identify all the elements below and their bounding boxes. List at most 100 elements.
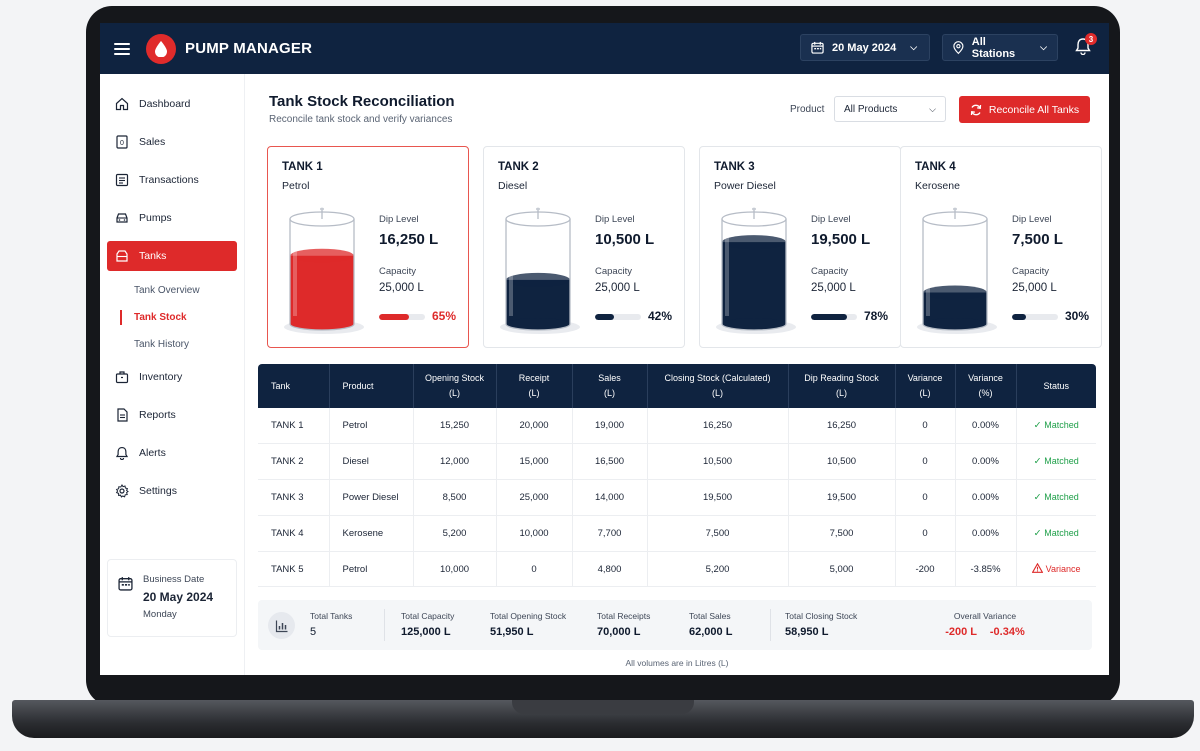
chevron-down-icon: ⌵ — [929, 103, 936, 114]
reconciliation-table: Tank Product Opening Stock (L) Receipt (L) Sal… — [258, 364, 1096, 588]
sidebar-item-settings[interactable]: Settings — [107, 476, 237, 506]
header-line-1: Opening Stock — [424, 373, 485, 383]
menu-icon[interactable] — [114, 42, 130, 55]
table-cell-product: Petrol — [329, 408, 414, 445]
table-cell-var-p: 0.00% — [955, 479, 1017, 516]
station-selector[interactable]: All Stations ⌵ — [942, 34, 1058, 61]
status-badge: Matched — [1044, 491, 1079, 502]
header-line-1: Variance — [968, 373, 1003, 383]
summary-value: 125,000 L — [401, 626, 451, 638]
top-bar: PUMP MANAGER 20 May 2024 ⌵ All Stations … — [100, 23, 1109, 74]
table-cell-var-l: 0 — [895, 408, 956, 445]
sidebar-item-tanks[interactable]: Tanks — [107, 241, 237, 271]
receipt-icon: 0 — [116, 135, 128, 149]
sidebar-item-reports[interactable]: Reports — [107, 400, 237, 430]
sidebar-subitem-tank-stock[interactable]: Tank Stock — [100, 304, 244, 331]
summary-value: 5 — [310, 626, 317, 638]
fill-progress-bar-fill — [595, 314, 615, 320]
sidebar-item-dashboard[interactable]: Dashboard — [107, 89, 237, 119]
check-icon: ✓ — [1033, 527, 1042, 539]
refresh-icon — [970, 104, 982, 115]
table-row[interactable]: TANK 1 Petrol 15,250 20,000 19,000 16,250 16,2… — [258, 408, 1096, 445]
table-cell-dip: 7,500 — [788, 515, 896, 552]
table-cell-tank: TANK 5 — [258, 551, 330, 588]
table-cell-receipt: 25,000 — [496, 479, 573, 516]
table-row[interactable]: TANK 3 Power Diesel 8,500 25,000 14,000 19,50… — [258, 479, 1096, 516]
tank-card[interactable]: TANK 2 Diesel Dip Level 10,500 L Capacit… — [483, 146, 685, 348]
table-cell-tank: TANK 2 — [258, 443, 330, 481]
table-cell-product: Diesel — [329, 443, 414, 481]
list-icon — [115, 173, 129, 187]
fill-progress-bar — [379, 314, 425, 320]
header-line-1: Closing Stock (Calculated) — [664, 373, 771, 383]
date-value: 20 May 2024 — [832, 41, 897, 54]
table-row[interactable]: TANK 2 Diesel 12,000 15,000 16,500 10,500 10,5… — [258, 443, 1096, 481]
sidebar-item-label: Tanks — [139, 250, 167, 262]
tank-card[interactable]: TANK 3 Power Diesel Dip Level 19,500 L C… — [699, 146, 901, 348]
table-header-row: Tank Product Opening Stock (L) Receipt (L) Sal… — [258, 364, 1096, 408]
app-screen: PUMP MANAGER 20 May 2024 ⌵ All Stations … — [100, 23, 1109, 675]
sidebar-item-label: Alerts — [139, 447, 166, 459]
table-cell-dip: 16,250 — [788, 408, 896, 445]
table-header-cell: Tank — [258, 364, 330, 408]
tank-product: Diesel — [498, 180, 528, 192]
table-cell-opening: 5,200 — [413, 515, 497, 552]
date-picker[interactable]: 20 May 2024 ⌵ — [800, 34, 930, 61]
business-date-card: Business Date 20 May 2024 Monday — [107, 559, 237, 637]
dip-level-label: Dip Level — [595, 214, 635, 225]
chevron-down-icon: ⌵ — [1040, 42, 1047, 52]
tank-card[interactable]: TANK 1 Petrol Dip Level 16,250 L Capacit… — [267, 146, 469, 348]
status-badge: Matched — [1044, 456, 1079, 467]
tank-icon — [116, 250, 128, 262]
sidebar-subitem-tank-overview[interactable]: Tank Overview — [134, 285, 200, 296]
tank-name: TANK 1 — [282, 161, 323, 173]
tank-name: TANK 2 — [498, 161, 539, 173]
status-badge: Matched — [1044, 420, 1079, 431]
location-pin-icon — [953, 40, 964, 54]
sidebar-item-label: Transactions — [139, 174, 199, 186]
summary-label: Total Closing Stock — [785, 611, 858, 621]
summary-bar: Total Tanks 5 Total Capacity 125,000 L T… — [258, 600, 1092, 650]
page-subtitle: Reconcile tank stock and verify variance… — [269, 114, 453, 125]
drop-logo-icon — [146, 33, 176, 64]
tank-product: Kerosene — [915, 180, 960, 192]
sidebar-subitem-tank-history[interactable]: Tank History — [134, 339, 190, 350]
dip-level-label: Dip Level — [811, 214, 851, 225]
table-cell-receipt: 20,000 — [496, 408, 573, 445]
header-line-1: Dip Reading Stock — [804, 373, 879, 383]
sidebar-item-sales[interactable]: 0 Sales — [107, 127, 237, 157]
table-cell-var-p: 0.00% — [955, 515, 1017, 552]
notifications-button[interactable]: 3 — [1075, 33, 1097, 60]
reconcile-all-button[interactable]: Reconcile All Tanks — [959, 96, 1090, 123]
table-cell-sales: 16,500 — [572, 443, 648, 481]
header-line-2: (L) — [449, 388, 460, 398]
business-date-label: Business Date — [143, 574, 205, 585]
sidebar-item-pumps[interactable]: Pumps — [107, 203, 237, 233]
table-header-cell: Product — [329, 364, 414, 408]
table-header-cell: Opening Stock (L) — [413, 364, 497, 408]
car-icon — [116, 213, 128, 223]
check-icon: ✓ — [1033, 491, 1042, 503]
divider — [384, 609, 385, 641]
fill-progress-bar — [811, 314, 857, 320]
summary-value: 62,000 L — [689, 626, 733, 638]
table-cell-tank: TANK 3 — [258, 479, 330, 516]
header-line-2: (L) — [919, 388, 931, 398]
warning-icon — [1031, 562, 1044, 573]
product-filter-select[interactable]: All Products ⌵ — [834, 96, 946, 122]
tank-card[interactable]: TANK 4 Kerosene Dip Level 7,500 L Capaci… — [900, 146, 1102, 348]
sidebar-item-transactions[interactable]: Transactions — [107, 165, 237, 195]
table-cell-receipt: 15,000 — [496, 443, 573, 481]
table-row[interactable]: TANK 5 Petrol 10,000 0 4,800 5,200 5,000 -200 -3… — [258, 551, 1096, 588]
table-cell-product: Petrol — [329, 551, 414, 588]
sidebar-item-alerts[interactable]: Alerts — [107, 438, 237, 468]
header-line-2: (L) — [712, 388, 723, 398]
tank-name: TANK 3 — [714, 161, 755, 173]
header-line-1: Status — [1043, 380, 1069, 391]
table-row[interactable]: TANK 4 Kerosene 5,200 10,000 7,700 7,500 7,500… — [258, 515, 1096, 552]
dip-level-label: Dip Level — [1012, 214, 1052, 225]
capacity-value: 25,000 L — [595, 282, 640, 294]
sidebar-item-inventory[interactable]: Inventory — [107, 362, 237, 392]
header-line-2: (L) — [836, 388, 847, 398]
header-line-1: Tank — [271, 380, 291, 391]
